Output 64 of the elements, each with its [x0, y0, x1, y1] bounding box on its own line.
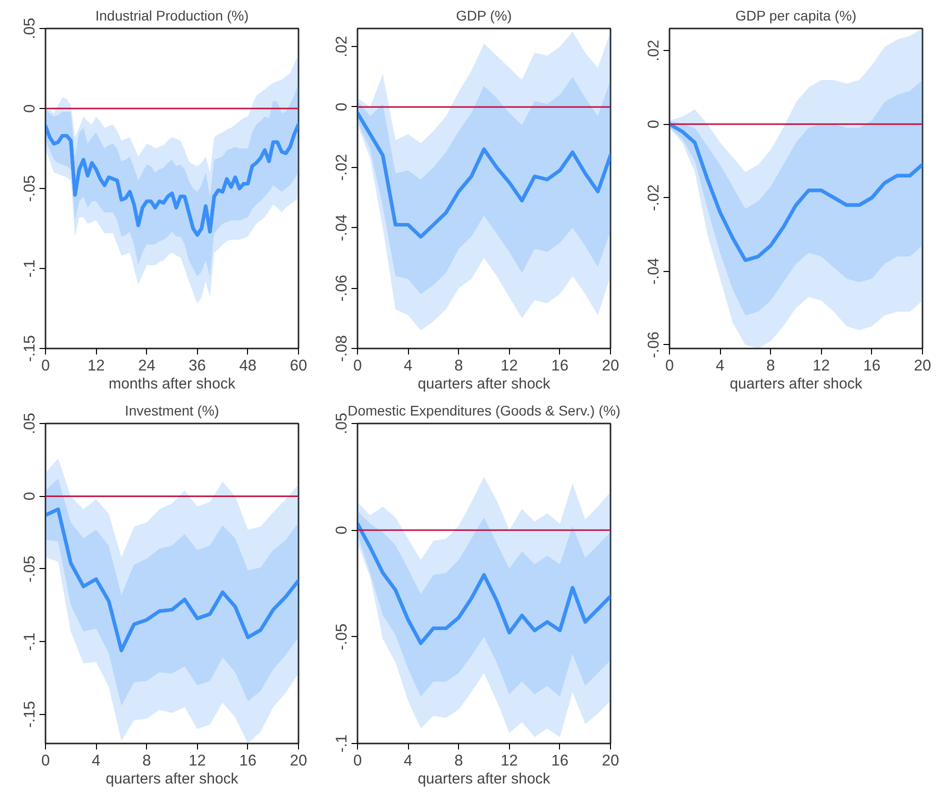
- x-axis-title: quarters after shock: [418, 770, 551, 788]
- y-tick-label: -.05: [22, 175, 38, 202]
- x-tick-label: 4: [404, 358, 413, 374]
- y-tick-label: 0: [22, 492, 38, 501]
- x-tick-label: 12: [500, 358, 518, 374]
- y-tick-label: -.1: [22, 259, 38, 278]
- x-tick-label: 8: [142, 752, 152, 770]
- x-tick-label: 12: [500, 752, 518, 770]
- y-tick-label: -.15: [22, 701, 38, 728]
- x-tick-label: 12: [87, 358, 105, 374]
- chart-title: Domestic Expenditures (Goods & Serv.) (%): [348, 402, 620, 418]
- y-tick-label: -.02: [646, 184, 662, 212]
- y-tick-label: -.02: [334, 154, 350, 181]
- y-tick-label: 0: [22, 104, 38, 113]
- x-tick-label: 24: [138, 358, 156, 374]
- x-axis-title: quarters after shock: [106, 770, 239, 788]
- x-tick-label: 8: [766, 358, 776, 374]
- x-tick-label: 12: [188, 752, 206, 770]
- x-tick-label: 0: [41, 358, 50, 374]
- chart-title: GDP per capita (%): [735, 8, 856, 24]
- x-tick-label: 12: [812, 358, 830, 374]
- y-tick-label: .02: [646, 40, 662, 62]
- chart-title: Investment (%): [124, 402, 220, 418]
- x-tick-label: 20: [914, 358, 932, 374]
- y-tick-label: .05: [22, 18, 38, 40]
- y-tick-label: -.1: [334, 734, 350, 753]
- x-tick-label: 0: [41, 752, 50, 770]
- chart-title: GDP (%): [456, 8, 512, 24]
- y-tick-label: .05: [22, 412, 38, 434]
- x-tick-label: 0: [353, 752, 362, 770]
- x-tick-label: 16: [863, 358, 881, 374]
- chart-title: Industrial Production (%): [95, 8, 249, 24]
- y-tick-label: -.06: [334, 274, 350, 302]
- x-tick-label: 20: [602, 358, 620, 374]
- x-tick-label: 20: [290, 752, 308, 770]
- x-tick-label: 16: [551, 752, 569, 770]
- x-tick-label: 8: [454, 358, 464, 374]
- y-tick-label: -.05: [22, 556, 38, 582]
- x-axis-title: quarters after shock: [418, 376, 551, 392]
- y-tick-label: .02: [334, 36, 350, 58]
- y-tick-label: -.04: [334, 214, 350, 242]
- y-tick-label: -.06: [646, 331, 662, 358]
- x-tick-label: 20: [602, 752, 620, 770]
- x-tick-label: 4: [92, 752, 101, 770]
- x-axis-title: months after shock: [108, 376, 236, 392]
- x-tick-label: 36: [188, 358, 206, 374]
- y-tick-label: 0: [334, 525, 350, 534]
- x-tick-label: 4: [404, 752, 413, 770]
- y-tick-label: -.08: [334, 335, 350, 362]
- y-tick-label: -.04: [646, 258, 662, 285]
- y-tick-label: -.1: [22, 632, 38, 651]
- y-tick-label: 0: [334, 102, 350, 112]
- x-tick-label: 16: [551, 358, 569, 374]
- x-tick-label: 0: [665, 358, 674, 374]
- x-tick-label: 16: [239, 752, 257, 770]
- x-tick-label: 0: [353, 358, 362, 374]
- y-tick-label: 0: [646, 119, 662, 128]
- y-tick-label: -.15: [22, 335, 38, 362]
- x-tick-label: 60: [290, 358, 308, 374]
- x-tick-label: 48: [239, 358, 257, 374]
- x-tick-label: 4: [716, 358, 725, 374]
- x-axis-title: quarters after shock: [730, 376, 863, 392]
- x-tick-label: 8: [454, 752, 464, 770]
- y-tick-label: -.05: [334, 623, 350, 650]
